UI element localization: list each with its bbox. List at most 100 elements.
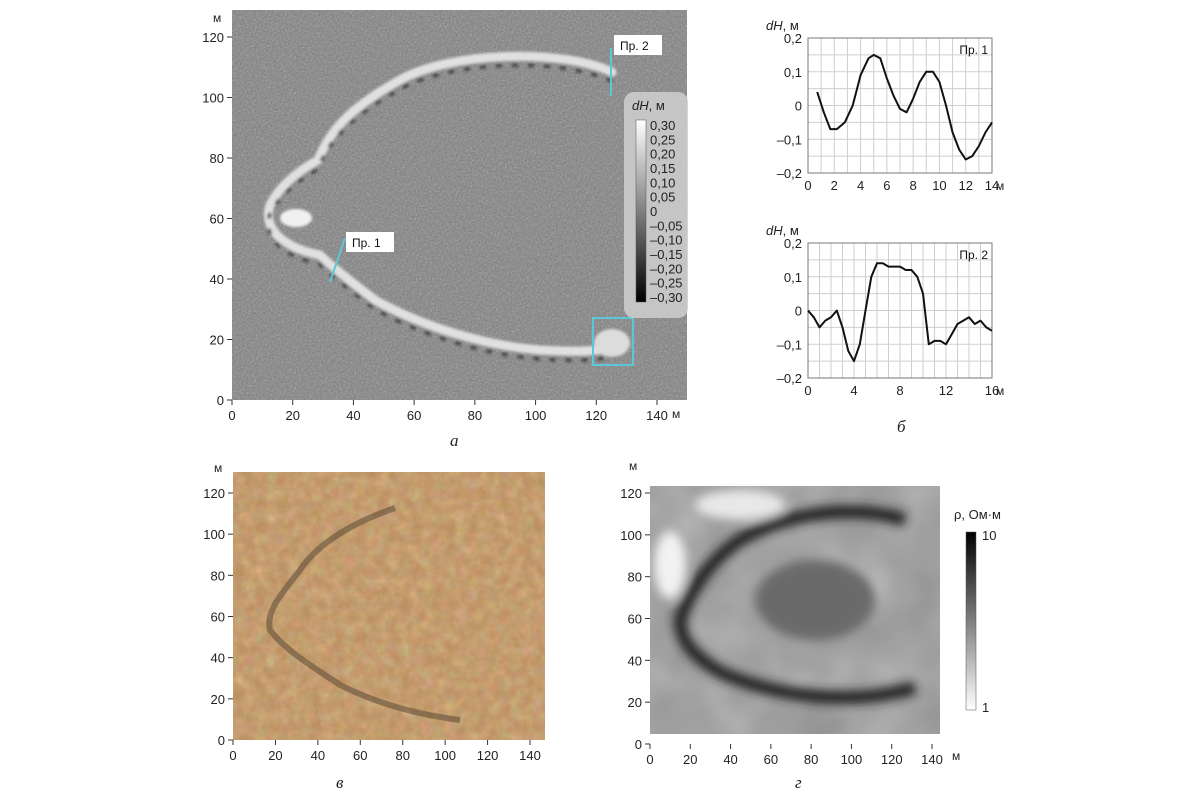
x-tick-label: 60 <box>764 752 778 767</box>
panel-a-x-axis: 0 20 40 60 80 100 120 140 <box>228 400 668 423</box>
y-tick-label: 0 <box>795 99 802 114</box>
x-tick-label: 60 <box>353 748 367 763</box>
x-tick-label: 2 <box>831 178 838 193</box>
colorbar-a-gradient <box>635 119 647 303</box>
x-tick-label: 120 <box>585 408 607 423</box>
panel-g-dark-ring-feature <box>654 490 917 704</box>
x-tick-label: 0 <box>228 408 235 423</box>
panel-v-dark-ring-feature <box>266 505 461 723</box>
y-tick-label: 80 <box>211 568 225 583</box>
x-tick-label: 20 <box>268 748 282 763</box>
profile-2-label: Пр. 2 <box>620 39 649 53</box>
y-tick-label: –0,2 <box>777 166 802 181</box>
y-tick-label: 0,1 <box>784 270 802 285</box>
y-tick-label: 80 <box>628 570 642 585</box>
profile-line <box>807 262 993 363</box>
colorbar-a-label: 0,05 <box>650 190 675 205</box>
panel-g-x-axis: 0 20 40 60 80 100 120 140 <box>646 744 943 767</box>
colorbar-a-label: –0,15 <box>650 247 683 262</box>
x-tick-label: 12 <box>939 383 953 398</box>
x-tick-label: 140 <box>519 748 541 763</box>
y-tick-label: 60 <box>211 610 225 625</box>
y-axis-title: dH, м <box>766 223 799 238</box>
y-tick-label: 20 <box>210 333 224 348</box>
y-tick-label: 120 <box>202 30 224 45</box>
x-tick-label: 14 <box>985 178 999 193</box>
panel-g-y-unit: м <box>629 459 637 473</box>
profile-line <box>816 53 993 161</box>
x-tick-label: 80 <box>804 752 818 767</box>
colorbar-a-labels: 0,300,250,200,150,100,050–0,05–0,10–0,15… <box>650 118 683 305</box>
panel-g-y-axis: 0 20 40 60 80 100 120 <box>620 486 650 752</box>
x-tick-label: 6 <box>883 178 890 193</box>
x-tick-label: 80 <box>468 408 482 423</box>
x-tick-label: 20 <box>683 752 697 767</box>
y-tick-label: 0 <box>795 304 802 319</box>
y-tick-label: –0,1 <box>777 337 802 352</box>
profile-1-label: Пр. 1 <box>352 236 381 250</box>
x-tick-label: 100 <box>841 752 863 767</box>
x-tick-label: 16 <box>985 383 999 398</box>
y-tick-label: 0 <box>217 393 224 408</box>
x-tick-label: 120 <box>881 752 903 767</box>
panel-a-caption: а <box>450 431 459 450</box>
series-label: Пр. 2 <box>959 248 988 262</box>
highlight-square <box>592 317 634 366</box>
panel-g-resistivity-map: ρ, Ом·м 10 1 0 20 40 60 80 100 120 0 20 40 60 80 10… <box>620 459 1001 792</box>
series-label: Пр. 1 <box>959 43 988 57</box>
y-tick-label: 0,2 <box>784 236 802 251</box>
panel-g-caption: г <box>795 773 802 792</box>
panel-v-image-texture <box>233 472 545 740</box>
y-tick-label: 60 <box>210 212 224 227</box>
y-tick-label: 0 <box>635 737 642 752</box>
x-tick-label: 40 <box>346 408 360 423</box>
x-tick-label: 10 <box>932 178 946 193</box>
x-tick-label: 12 <box>958 178 972 193</box>
y-tick-label: 60 <box>628 612 642 627</box>
y-tick-label: 40 <box>628 653 642 668</box>
colorbar-g-max: 10 <box>982 528 996 543</box>
colorbar-g-gradient <box>965 531 977 711</box>
colorbar-a-label: –0,10 <box>650 233 683 248</box>
y-tick-label: 40 <box>210 272 224 287</box>
x-tick-label: 100 <box>434 748 456 763</box>
colorbar-a-label: 0,30 <box>650 118 675 133</box>
x-tick-label: 0 <box>804 178 811 193</box>
panel-v-y-unit: м <box>214 461 222 475</box>
colorbar-a-label: –0,25 <box>650 276 683 291</box>
colorbar-g-min: 1 <box>982 700 989 715</box>
colorbar-a-label: 0,10 <box>650 175 675 190</box>
colorbar-a-label: 0,25 <box>650 132 675 147</box>
panel-v-aerial-photo: 0 20 40 60 80 100 120 0 20 40 60 80 100 120 140 м в <box>203 461 545 792</box>
y-tick-label: 20 <box>628 695 642 710</box>
colorbar-a-label: –0,05 <box>650 218 683 233</box>
colorbar-g-title: ρ, Ом·м <box>954 507 1001 522</box>
colorbar-a-label: –0,20 <box>650 261 683 276</box>
y-tick-label: 100 <box>203 527 225 542</box>
y-tick-label: 20 <box>211 692 225 707</box>
y-tick-label: 100 <box>620 528 642 543</box>
x-tick-label: 140 <box>921 752 943 767</box>
panel-v-y-axis: 0 20 40 60 80 100 120 <box>203 486 233 748</box>
x-tick-label: 80 <box>395 748 409 763</box>
x-tick-label: 8 <box>896 383 903 398</box>
y-tick-label: 40 <box>211 651 225 666</box>
x-tick-label: 4 <box>850 383 857 398</box>
x-tick-label: 40 <box>723 752 737 767</box>
x-tick-label: 0 <box>229 748 236 763</box>
y-tick-label: –0,2 <box>777 371 802 386</box>
x-unit-label: м <box>996 179 1004 193</box>
y-tick-label: 120 <box>620 486 642 501</box>
profile-2-label-box <box>614 35 662 55</box>
x-tick-label: 20 <box>285 408 299 423</box>
y-tick-label: –0,1 <box>777 132 802 147</box>
profile-1-line <box>329 237 346 283</box>
panel-v-x-axis: 0 20 40 60 80 100 120 140 <box>229 740 541 763</box>
colorbar-a-label: –0,30 <box>650 290 683 305</box>
x-tick-label: 100 <box>525 408 547 423</box>
y-tick-label: 100 <box>202 91 224 106</box>
y-tick-label: 0 <box>218 733 225 748</box>
x-tick-label: 0 <box>646 752 653 767</box>
